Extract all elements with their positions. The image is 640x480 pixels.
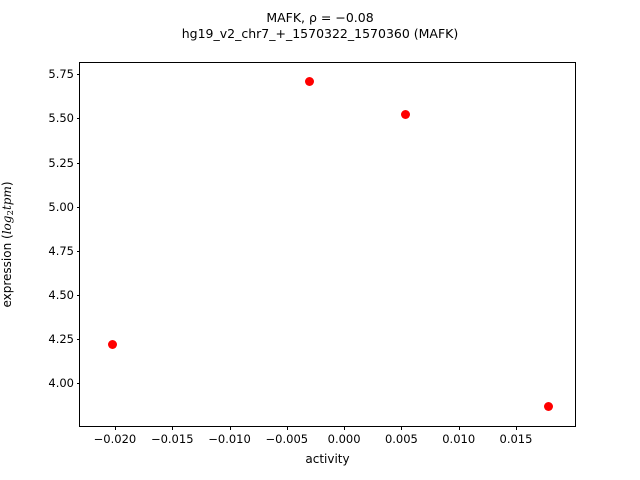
plot-axes: −0.020 −0.015 −0.010 −0.005 0.000 0.005 0.010 0… — [48, 62, 576, 446]
y-axis-tick-label: 4.75 — [48, 243, 74, 258]
y-axis-label-suffix: ) — [0, 181, 14, 187]
y-axis-tick — [76, 206, 80, 208]
y-axis-tick — [76, 295, 80, 297]
x-axis-tick-label: −0.010 — [208, 432, 251, 446]
chart-title: MAFK, ρ = −0.08 hg19_v2_chr7_+_1570322_1… — [0, 10, 640, 43]
x-axis-tick-label: 0.005 — [384, 432, 418, 446]
x-axis-tick — [286, 426, 288, 430]
x-axis-tick-label: −0.015 — [150, 432, 194, 446]
x-axis-tick — [344, 426, 346, 430]
y-axis-tick-label: 4.00 — [48, 376, 74, 391]
y-axis-tick — [76, 74, 80, 76]
x-axis-tick — [458, 426, 460, 430]
chart-title-line-1: MAFK, ρ = −0.08 — [266, 10, 374, 25]
x-axis-tick — [515, 426, 517, 430]
y-axis-tick-label: 5.50 — [48, 111, 74, 126]
y-axis-tick — [76, 339, 80, 341]
chart-title-line-2: hg19_v2_chr7_+_1570322_1570360 (MAFK) — [181, 26, 459, 42]
data-plot-area — [80, 63, 575, 426]
y-axis-label-prefix: expression ( — [0, 234, 14, 308]
x-axis-tick-label: 0.000 — [327, 432, 361, 446]
y-axis-tick — [76, 118, 80, 120]
x-axis-tick-label: 0.010 — [442, 432, 476, 446]
data-point — [401, 110, 411, 120]
y-axis-tick-label: 5.75 — [48, 67, 74, 82]
x-axis-tick-label: 0.015 — [499, 432, 533, 446]
x-axis-tick — [172, 426, 174, 430]
data-point — [543, 401, 553, 411]
x-axis-label: activity — [305, 452, 350, 466]
y-axis-label: expression (log2tpm) — [0, 62, 20, 427]
x-axis-tick-label: −0.005 — [265, 432, 309, 446]
y-axis-tick — [76, 250, 80, 252]
x-axis-tick-label: −0.020 — [93, 432, 137, 446]
y-axis-tick-label: 4.50 — [48, 288, 74, 303]
y-axis-tick-label: 5.00 — [48, 199, 74, 214]
x-axis-tick — [114, 426, 116, 430]
y-axis-tick — [76, 162, 80, 164]
y-axis-tick-label: 5.25 — [48, 155, 74, 170]
data-point — [108, 339, 118, 349]
x-axis-tick — [401, 426, 403, 430]
y-axis-label-math: log2tpm — [0, 186, 17, 235]
data-point — [305, 76, 315, 86]
x-axis-tick — [229, 426, 231, 430]
y-axis-tick-label: 4.25 — [48, 332, 74, 347]
y-axis-tick — [76, 383, 80, 385]
